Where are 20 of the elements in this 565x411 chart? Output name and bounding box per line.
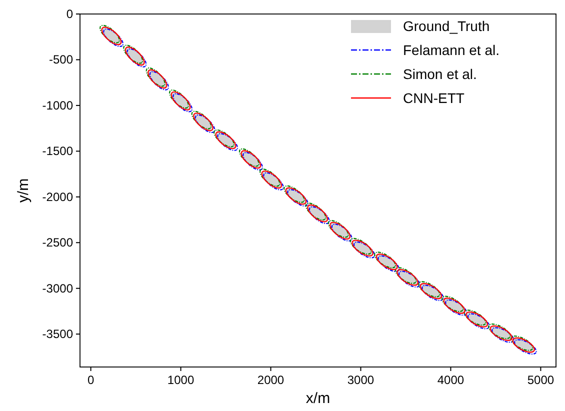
- legend-label: Simon et al.: [403, 66, 477, 82]
- y-tick-label: -2500: [42, 236, 74, 250]
- x-tick-label: 2000: [257, 373, 284, 387]
- x-axis-title: x/m: [306, 390, 330, 407]
- x-tick-label: 3000: [347, 373, 374, 387]
- y-tick-label: 0: [66, 7, 74, 21]
- x-tick-label: 5000: [527, 373, 554, 387]
- y-tick-label: -3500: [42, 327, 74, 342]
- y-tick-label: -500: [48, 52, 74, 67]
- y-axis-title: y/m: [15, 178, 32, 203]
- y-tick-label: -2000: [42, 190, 74, 204]
- legend-label: Felamann et al.: [403, 42, 500, 58]
- legend-label: Ground_Truth: [403, 18, 490, 34]
- x-tick-label: 4000: [437, 373, 464, 387]
- y-tick-label: -1000: [42, 98, 74, 112]
- y-tick-label: -1500: [42, 144, 74, 158]
- x-tick-label: 1000: [167, 373, 194, 387]
- x-tick-label: 0: [87, 373, 94, 387]
- legend-label: CNN-ETT: [403, 90, 465, 106]
- y-tick-label: -3000: [42, 281, 74, 296]
